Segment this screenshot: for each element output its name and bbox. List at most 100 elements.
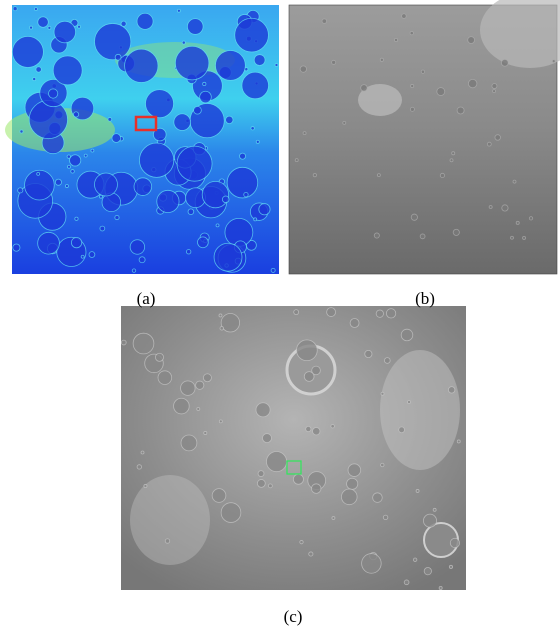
crater <box>407 400 410 403</box>
crater <box>137 13 153 29</box>
crater <box>347 478 358 489</box>
crater <box>383 515 388 520</box>
crater <box>251 127 254 130</box>
figure: (a) (b) (c) <box>0 0 560 630</box>
crater <box>523 236 526 239</box>
crater <box>177 9 180 12</box>
crater <box>222 196 229 203</box>
crater <box>139 143 173 177</box>
crater <box>449 565 452 568</box>
crater <box>256 140 259 143</box>
crater <box>71 237 81 247</box>
crater <box>401 329 413 341</box>
crater <box>141 451 144 454</box>
crater <box>221 503 241 523</box>
crater <box>374 233 379 238</box>
crater <box>215 50 245 80</box>
crater <box>78 25 81 28</box>
crater <box>174 114 191 131</box>
crater <box>20 130 23 133</box>
crater <box>112 134 121 143</box>
caption-a: (a) <box>137 289 156 308</box>
crater <box>420 234 425 239</box>
crater <box>437 88 445 96</box>
crater <box>448 387 455 394</box>
crater <box>18 188 23 193</box>
crater <box>332 517 335 520</box>
crater <box>214 243 242 271</box>
crater <box>296 340 317 361</box>
crater <box>196 381 204 389</box>
crater <box>204 431 207 434</box>
crater <box>300 540 303 543</box>
crater <box>216 224 219 227</box>
crater <box>294 310 299 315</box>
crater <box>67 165 70 168</box>
crater <box>254 55 265 66</box>
crater <box>226 116 234 124</box>
crater <box>137 465 141 469</box>
crater <box>84 154 87 157</box>
crater <box>423 514 436 527</box>
panel-a-image <box>5 5 279 274</box>
crater <box>38 17 49 28</box>
crater <box>495 135 501 141</box>
crater <box>187 19 203 35</box>
crater <box>410 31 413 34</box>
crater <box>177 146 212 181</box>
panel-b-image <box>289 0 560 274</box>
crater <box>450 538 459 547</box>
crater <box>365 350 372 357</box>
crater <box>348 464 361 477</box>
crater <box>313 174 316 177</box>
crater <box>12 36 43 67</box>
crater <box>181 435 197 451</box>
crater <box>457 107 464 114</box>
crater <box>266 452 286 472</box>
crater <box>424 567 431 574</box>
crater <box>262 434 271 443</box>
crater <box>194 106 202 114</box>
bright-slope <box>380 350 460 470</box>
crater <box>13 7 17 11</box>
crater <box>175 46 209 80</box>
crater <box>487 142 491 146</box>
crater <box>322 19 327 24</box>
crater <box>95 23 131 59</box>
crater <box>399 427 405 433</box>
crater <box>411 214 417 220</box>
crater <box>144 484 147 487</box>
panel-c-image <box>121 306 466 590</box>
crater <box>268 484 272 488</box>
crater <box>311 484 321 494</box>
crater <box>410 107 414 111</box>
crater <box>48 89 57 98</box>
crater <box>416 489 419 492</box>
crater <box>197 408 200 411</box>
crater <box>332 60 336 64</box>
crater <box>115 54 121 60</box>
crater <box>468 79 476 87</box>
crater <box>300 66 306 72</box>
crater <box>501 59 508 66</box>
crater <box>303 132 306 135</box>
crater <box>381 463 384 466</box>
crater <box>457 440 460 443</box>
crater <box>452 152 455 155</box>
crater <box>275 64 278 67</box>
crater <box>158 371 172 385</box>
crater <box>271 268 275 272</box>
crater <box>145 90 173 118</box>
crater <box>313 427 321 435</box>
crater <box>227 167 258 198</box>
crater <box>81 255 84 258</box>
crater <box>37 172 40 175</box>
crater <box>492 83 497 88</box>
crater <box>468 37 475 44</box>
crater <box>386 309 395 318</box>
crater <box>411 84 414 87</box>
crater <box>133 333 154 354</box>
crater <box>529 217 532 220</box>
crater <box>219 314 222 317</box>
crater <box>73 112 78 117</box>
